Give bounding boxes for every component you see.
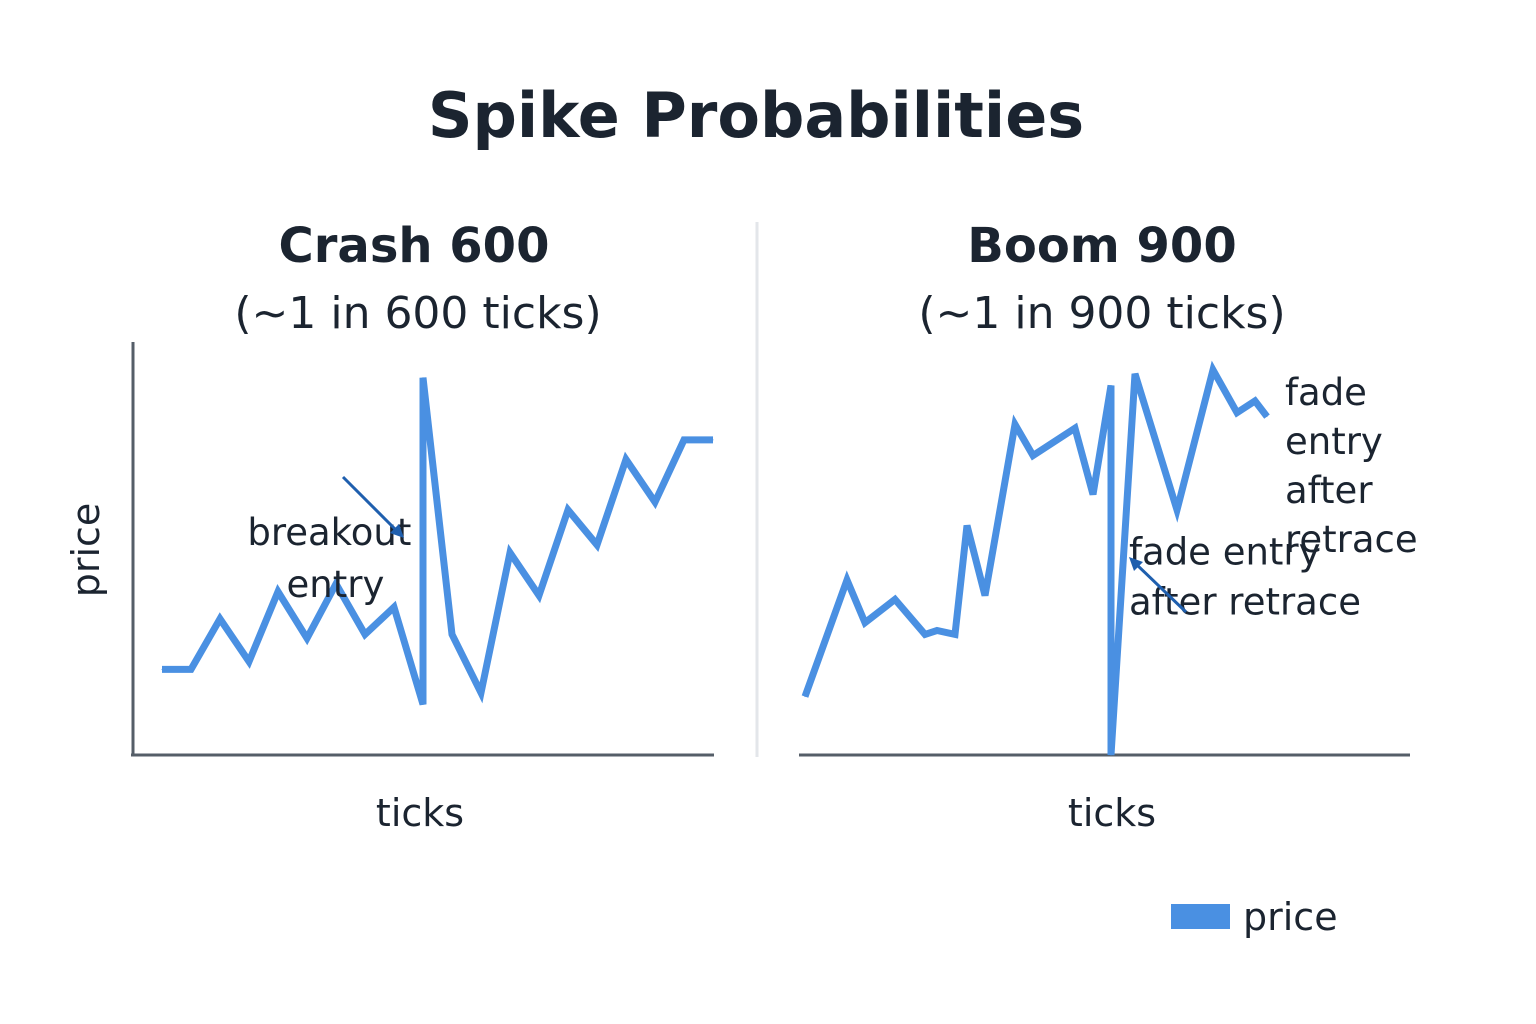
annotation-line: entry xyxy=(287,563,385,606)
annotation-line: retrace xyxy=(1285,518,1418,561)
x-axis-label-boom: ticks xyxy=(1068,791,1156,835)
data-point xyxy=(277,591,279,593)
data-point xyxy=(864,622,866,624)
data-point xyxy=(1212,369,1214,371)
annotation-arrowhead-boom xyxy=(1129,557,1143,571)
price-points-boom xyxy=(804,369,1268,756)
annotation-line: fade entry xyxy=(1129,530,1321,573)
data-point xyxy=(1134,373,1136,375)
annotation-arrow-crash xyxy=(341,475,401,535)
data-point xyxy=(364,633,366,635)
legend-label-price: price xyxy=(1243,895,1338,939)
data-point xyxy=(538,595,540,596)
annotation-fade-entry-upper: fade entry after retrace xyxy=(1285,371,1418,561)
data-point xyxy=(422,377,424,379)
data-point xyxy=(1110,385,1112,386)
legend: price xyxy=(1171,895,1338,939)
data-point xyxy=(804,696,806,698)
data-point xyxy=(190,668,192,670)
data-point xyxy=(654,501,656,503)
data-point xyxy=(966,525,968,526)
chart-subtitle-crash: (~1 in 600 ticks) xyxy=(234,288,601,339)
data-point xyxy=(846,579,848,581)
data-point xyxy=(1110,493,1112,495)
chart-subtitle-boom: (~1 in 900 ticks) xyxy=(918,288,1285,339)
data-point xyxy=(1176,509,1178,511)
annotation-line: breakout xyxy=(247,511,411,554)
chart-title-boom: Boom 900 xyxy=(967,218,1236,274)
data-point xyxy=(596,544,598,546)
chart-crash-600: Crash 600 (~1 in 600 ticks) price ticks … xyxy=(64,218,714,835)
annotation-arrow-boom xyxy=(1133,561,1188,614)
main-title: Spike Probabilities xyxy=(428,79,1084,152)
data-point xyxy=(1014,423,1016,425)
annotation-arrowhead-crash xyxy=(390,524,404,538)
price-points-crash xyxy=(161,377,714,705)
data-point xyxy=(712,439,714,441)
data-point xyxy=(335,583,337,585)
data-point xyxy=(567,509,569,511)
data-point xyxy=(219,618,221,620)
price-line-boom xyxy=(801,360,1270,756)
annotation-line: fade xyxy=(1285,371,1367,414)
data-point xyxy=(509,552,511,554)
annotation-line: after retrace xyxy=(1129,580,1361,623)
annotation-breakout-entry: breakout entry xyxy=(247,511,411,606)
data-point xyxy=(480,692,482,694)
x-axis-label-crash: ticks xyxy=(376,791,464,835)
data-point xyxy=(683,439,685,441)
annotation-line: after xyxy=(1285,469,1373,512)
data-point xyxy=(393,606,395,608)
price-line-crash xyxy=(162,377,713,706)
y-axis-label-crash: price xyxy=(64,503,108,598)
data-point xyxy=(894,598,896,600)
data-point xyxy=(306,637,308,639)
data-point xyxy=(451,633,453,635)
data-point xyxy=(1266,416,1268,418)
data-point xyxy=(1074,427,1076,429)
data-point xyxy=(1092,493,1094,495)
data-point xyxy=(1254,400,1256,402)
chart-boom-900: Boom 900 (~1 in 900 ticks) ticks fade en… xyxy=(799,218,1418,835)
annotation-line: entry xyxy=(1285,420,1383,463)
data-point xyxy=(936,630,938,631)
data-point xyxy=(1236,412,1238,414)
data-point xyxy=(954,633,956,635)
data-point xyxy=(984,595,986,596)
data-point xyxy=(422,703,424,705)
data-point xyxy=(625,458,627,460)
data-point xyxy=(1032,455,1034,456)
data-point xyxy=(248,661,250,663)
legend-swatch-price xyxy=(1171,904,1230,929)
annotation-fade-entry-lower: fade entry after retrace xyxy=(1129,530,1361,623)
data-point xyxy=(161,668,163,670)
data-point xyxy=(1110,754,1112,756)
data-point xyxy=(924,633,926,635)
chart-title-crash: Crash 600 xyxy=(279,218,550,274)
